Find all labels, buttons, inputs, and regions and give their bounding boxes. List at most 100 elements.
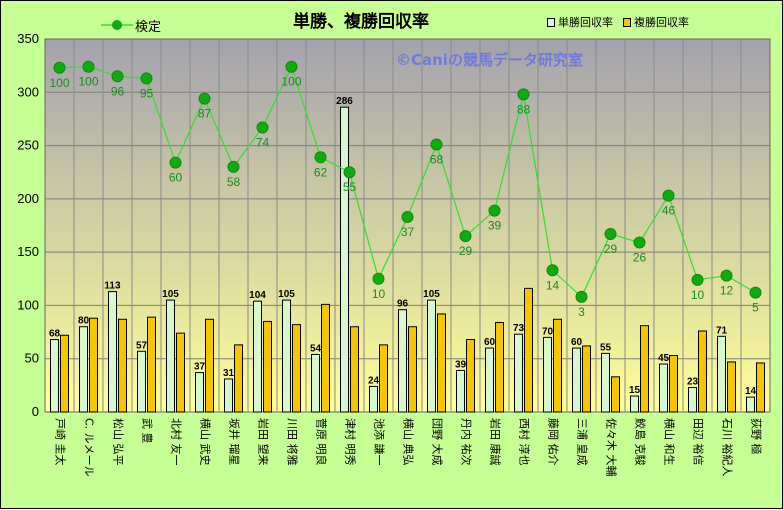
x-tick-label: 岩田 望来 bbox=[257, 418, 271, 466]
bar-win-label: 70 bbox=[542, 326, 554, 337]
bar-win bbox=[224, 378, 233, 413]
bar-place bbox=[321, 303, 330, 413]
line-label: 100 bbox=[78, 75, 98, 89]
bar-place bbox=[698, 330, 707, 413]
bar-win bbox=[485, 347, 494, 413]
bar-win-label: 105 bbox=[278, 289, 295, 300]
line-label: 3 bbox=[578, 305, 585, 319]
legend-win-swatch-icon bbox=[547, 17, 555, 27]
bar-win bbox=[717, 335, 726, 413]
bar-win-label: 54 bbox=[310, 343, 322, 354]
line-marker bbox=[691, 273, 704, 286]
bar-win bbox=[688, 386, 697, 413]
bar-win bbox=[369, 385, 378, 413]
bar-place bbox=[611, 376, 620, 413]
bar-place bbox=[205, 318, 214, 413]
bar-place bbox=[553, 318, 562, 413]
bar-place bbox=[466, 339, 475, 413]
line-marker bbox=[546, 264, 559, 277]
legend-place-label: 複勝回収率 bbox=[634, 16, 689, 29]
bar-place bbox=[350, 326, 359, 413]
bar-win bbox=[340, 106, 349, 413]
line-marker bbox=[720, 269, 733, 282]
bar-place bbox=[60, 334, 69, 413]
line-marker bbox=[53, 61, 66, 74]
bar-place bbox=[147, 316, 156, 413]
legend-win-label: 単勝回収率 bbox=[558, 16, 613, 29]
bar-win-label: 31 bbox=[223, 368, 235, 379]
bar-place bbox=[263, 320, 272, 413]
line-label: 10 bbox=[691, 288, 705, 302]
bar-win bbox=[514, 333, 523, 413]
bar-win bbox=[456, 369, 465, 413]
line-label: 26 bbox=[633, 251, 647, 265]
bar-place bbox=[408, 326, 417, 413]
line-marker bbox=[662, 189, 675, 202]
bar-win bbox=[543, 336, 552, 413]
line-marker bbox=[343, 166, 356, 179]
bar-win-label: 37 bbox=[194, 362, 206, 373]
line-label: 12 bbox=[720, 284, 734, 298]
bar-win bbox=[601, 352, 610, 413]
bar-win-label: 23 bbox=[687, 376, 699, 387]
x-tick-label: 石川 裕紀人 bbox=[721, 418, 734, 477]
bar-place bbox=[727, 361, 736, 413]
x-tick-label: 北村 友一 bbox=[170, 418, 184, 466]
bar-win-label: 39 bbox=[455, 359, 467, 370]
bar-win bbox=[79, 326, 88, 413]
x-tick-label: 松山 弘平 bbox=[112, 418, 126, 466]
bar-place bbox=[495, 321, 504, 413]
chart-title: 単勝、複勝回収率 bbox=[293, 12, 429, 32]
y-axis: 0 50 100 150 200 250 300 350 bbox=[17, 31, 39, 419]
bar-win bbox=[195, 372, 204, 413]
line-label: 29 bbox=[459, 244, 473, 258]
line-marker bbox=[604, 228, 617, 241]
gridlines bbox=[45, 39, 770, 412]
line-marker bbox=[111, 70, 124, 83]
x-tick-label: 岩田 康誠 bbox=[489, 418, 503, 466]
x-tick-label: 鮫島 克駿 bbox=[634, 418, 648, 466]
bar-win bbox=[108, 291, 117, 413]
line-label: 96 bbox=[111, 84, 125, 98]
line-marker bbox=[488, 204, 501, 217]
bar-win-label: 80 bbox=[78, 316, 90, 327]
line-label: 87 bbox=[198, 107, 212, 121]
line-marker bbox=[459, 230, 472, 243]
bar-win-label: 113 bbox=[104, 281, 121, 292]
bar-win bbox=[166, 299, 175, 413]
line-marker bbox=[256, 121, 269, 134]
line-label: 37 bbox=[401, 225, 415, 239]
y-tick-label: 350 bbox=[17, 31, 39, 46]
x-tick-label: 横山 典弘 bbox=[402, 418, 416, 466]
legend-line-label: 検定 bbox=[135, 19, 162, 35]
bar-win bbox=[311, 353, 320, 413]
line-label: 10 bbox=[372, 287, 386, 301]
x-tick-label: 団野 大成 bbox=[431, 418, 445, 466]
x-tick-label: 荻野 極 bbox=[750, 418, 764, 455]
bar-win-label: 60 bbox=[484, 337, 496, 348]
bar-win bbox=[572, 347, 581, 413]
bar-place bbox=[89, 317, 98, 413]
bar-place bbox=[437, 313, 446, 413]
y-tick-label: 100 bbox=[17, 297, 39, 312]
bar-place bbox=[292, 324, 301, 413]
bar-win bbox=[746, 396, 755, 413]
plot-area bbox=[44, 38, 771, 413]
line-marker bbox=[401, 210, 414, 223]
line-label: 5 bbox=[752, 301, 759, 315]
bar-win-label: 286 bbox=[336, 96, 353, 107]
line-marker bbox=[633, 236, 646, 249]
line-label: 29 bbox=[604, 242, 618, 256]
bar-win-label: 71 bbox=[716, 325, 728, 336]
line-label: 46 bbox=[662, 204, 676, 218]
x-tick-label: 坂井 瑠星 bbox=[228, 418, 242, 466]
bar-win bbox=[137, 350, 146, 413]
bar-win bbox=[253, 300, 262, 413]
line-label: 39 bbox=[488, 219, 502, 233]
line-marker bbox=[285, 60, 298, 73]
bar-win-label: 15 bbox=[629, 385, 641, 396]
y-tick-label: 0 bbox=[32, 404, 39, 419]
bar-win bbox=[50, 339, 59, 413]
line-marker bbox=[749, 286, 762, 299]
bar-win bbox=[398, 309, 407, 413]
